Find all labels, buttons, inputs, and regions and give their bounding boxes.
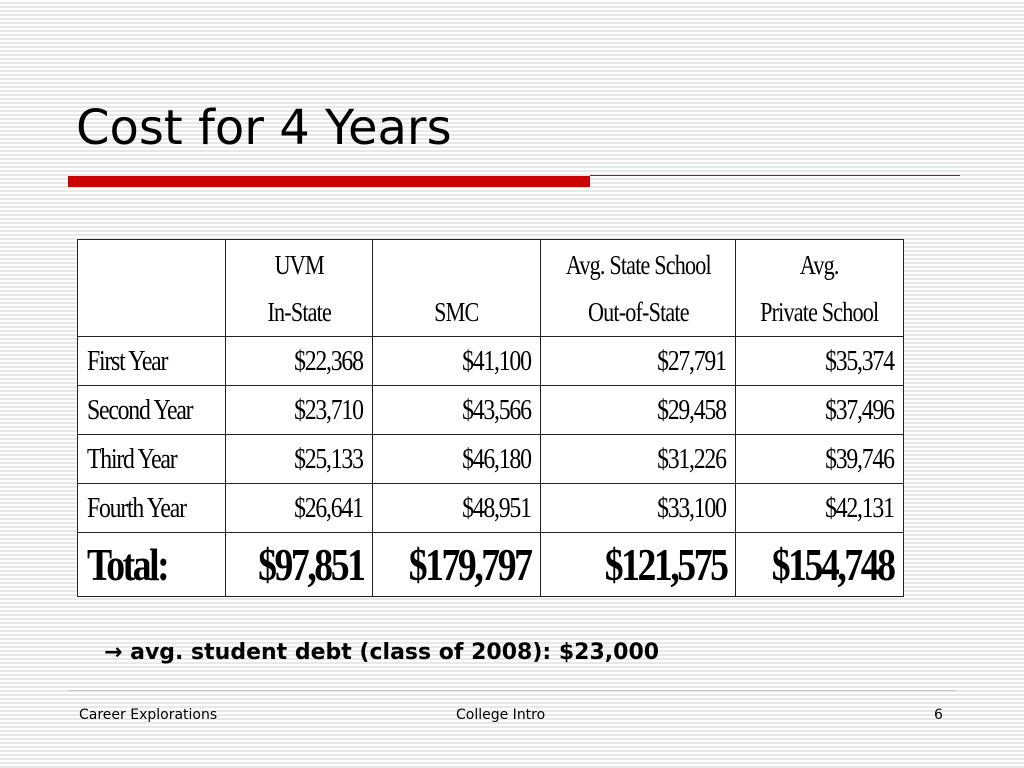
row-label-cell: Second Year <box>77 385 226 435</box>
total-label: Total: <box>87 539 170 590</box>
row-label: Third Year <box>87 442 178 475</box>
cell-value: $39,746 <box>825 442 895 475</box>
cell-value: $43,566 <box>461 393 532 426</box>
header-cell-smc: SMC <box>372 239 541 337</box>
cell-value: $46,180 <box>461 442 532 475</box>
total-value: $154,748 <box>771 539 896 590</box>
header-line: In-State <box>266 297 331 327</box>
row-label: Second Year <box>87 393 194 426</box>
cell-value: $41,100 <box>461 344 532 377</box>
total-cell: $154,748 <box>735 532 904 597</box>
table-cell: $46,180 <box>372 434 541 484</box>
row-label: First Year <box>87 344 168 377</box>
header-line: Out-of-State <box>587 297 689 327</box>
header-cell-blank <box>77 239 226 337</box>
table-cell: $27,791 <box>539 336 737 386</box>
table-cell: $43,566 <box>372 385 541 435</box>
footer-divider <box>68 690 956 691</box>
table-row: Third Year $25,133 $46,180 $31,226 $39,7… <box>77 434 904 484</box>
header-line <box>395 242 517 289</box>
table-row: First Year $22,368 $41,100 $27,791 $35,3… <box>77 336 904 386</box>
table-cell: $29,458 <box>539 385 737 435</box>
table-cell: $37,496 <box>735 385 904 435</box>
table-cell: $42,131 <box>735 483 904 533</box>
footer-left-text: Career Explorations <box>79 707 218 723</box>
header-line: SMC <box>434 297 479 327</box>
table-cell: $41,100 <box>372 336 541 386</box>
footer-center-text: College Intro <box>456 707 546 723</box>
header-cell-avg-private: Avg. Private School <box>735 239 904 337</box>
cell-value: $22,368 <box>294 344 364 377</box>
table-cell: $23,710 <box>224 385 373 435</box>
cell-value: $35,374 <box>825 344 895 377</box>
cell-value: $27,791 <box>657 344 728 377</box>
student-debt-note: → avg. student debt (class of 2008): $23… <box>104 640 659 665</box>
row-label-cell: Fourth Year <box>77 483 226 533</box>
header-line: Avg. <box>800 250 840 280</box>
table-total-row: Total: $97,851 $179,797 $121,575 $154,74… <box>77 532 904 597</box>
table-cell: $39,746 <box>735 434 904 484</box>
total-cell: $97,851 <box>224 532 373 597</box>
header-cell-uvm: UVM In-State <box>224 239 373 337</box>
total-cell: $179,797 <box>372 532 541 597</box>
cell-value: $26,641 <box>294 491 364 524</box>
table-header-row: UVM In-State SMC Avg. State School Out-o… <box>77 239 904 337</box>
title-underline-bar <box>68 176 590 187</box>
table-cell: $22,368 <box>224 336 373 386</box>
table-cell: $31,226 <box>539 434 737 484</box>
header-line: Avg. State School <box>565 250 711 280</box>
cell-value: $42,131 <box>825 491 895 524</box>
cell-value: $31,226 <box>657 442 728 475</box>
table-row: Second Year $23,710 $43,566 $29,458 $37,… <box>77 385 904 435</box>
cell-value: $23,710 <box>294 393 364 426</box>
header-line: Private School <box>760 297 879 327</box>
table-cell: $25,133 <box>224 434 373 484</box>
table-cell: $35,374 <box>735 336 904 386</box>
page-number: 6 <box>934 707 943 723</box>
row-label-cell: First Year <box>77 336 226 386</box>
table-cell: $33,100 <box>539 483 737 533</box>
cell-value: $29,458 <box>657 393 728 426</box>
row-label: Fourth Year <box>87 491 187 524</box>
total-value: $179,797 <box>408 539 533 590</box>
cost-table: UVM In-State SMC Avg. State School Out-o… <box>77 239 904 597</box>
slide-title: Cost for 4 Years <box>76 100 452 156</box>
total-cell: $121,575 <box>539 532 737 597</box>
title-underline-rule <box>590 175 960 176</box>
header-cell-avg-state: Avg. State School Out-of-State <box>539 239 737 337</box>
cell-value: $25,133 <box>294 442 364 475</box>
total-label-cell: Total: <box>77 532 226 597</box>
right-arrow-icon: → <box>104 640 123 665</box>
table-row: Fourth Year $26,641 $48,951 $33,100 $42,… <box>77 483 904 533</box>
cell-value: $48,951 <box>461 491 532 524</box>
total-value: $97,851 <box>257 539 366 590</box>
row-label-cell: Third Year <box>77 434 226 484</box>
table-cell: $48,951 <box>372 483 541 533</box>
cell-value: $33,100 <box>657 491 728 524</box>
header-line: UVM <box>274 250 324 280</box>
student-debt-text: avg. student debt (class of 2008): $23,0… <box>130 640 660 665</box>
table-cell: $26,641 <box>224 483 373 533</box>
cell-value: $37,496 <box>825 393 895 426</box>
total-value: $121,575 <box>604 539 728 590</box>
